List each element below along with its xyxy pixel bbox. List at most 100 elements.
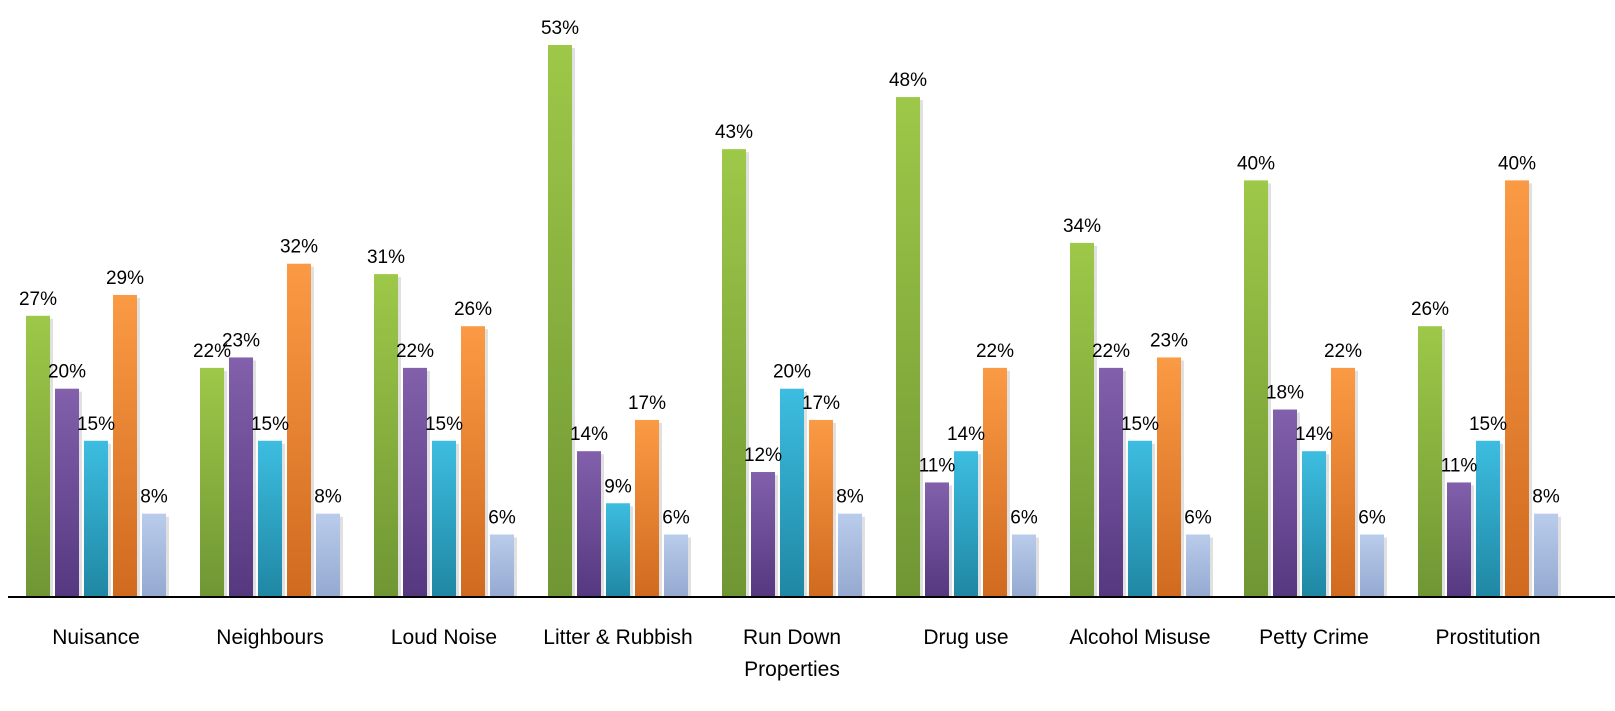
- data-label: 53%: [541, 18, 579, 39]
- data-label: 11%: [919, 455, 956, 476]
- data-label: 8%: [1532, 487, 1560, 508]
- bar-series-3: [432, 440, 456, 597]
- data-label: 15%: [1121, 414, 1159, 435]
- bar-series-1: [200, 367, 224, 597]
- category-label: Run Down: [743, 626, 841, 649]
- bar-series-5: [1360, 534, 1384, 597]
- data-label: 6%: [1184, 508, 1212, 529]
- data-label: 43%: [715, 122, 753, 143]
- bar-series-5: [316, 513, 340, 597]
- bar-series-1: [722, 149, 746, 597]
- data-label: 12%: [744, 445, 782, 466]
- bar-series-3: [258, 440, 282, 597]
- data-label: 15%: [251, 414, 289, 435]
- data-label: 15%: [77, 414, 115, 435]
- bar-series-1: [374, 274, 398, 597]
- bar-series-2: [1447, 482, 1471, 597]
- bar-series-2: [577, 451, 601, 597]
- data-label: 26%: [1411, 299, 1449, 320]
- data-label: 32%: [280, 237, 318, 258]
- category-labels-layer: Nuisance Neighbours Loud Noise Litter & Rub…: [52, 626, 1540, 681]
- bar-series-4: [983, 367, 1007, 597]
- data-label: 6%: [662, 508, 690, 529]
- bar-series-5: [1186, 534, 1210, 597]
- data-label: 20%: [773, 362, 811, 383]
- data-label: 22%: [1324, 341, 1362, 362]
- category-label: Loud Noise: [391, 626, 497, 649]
- data-label: 20%: [48, 362, 86, 383]
- bar-series-5: [490, 534, 514, 597]
- data-label: 14%: [1295, 424, 1333, 445]
- data-label: 9%: [604, 476, 632, 497]
- category-label: Alcohol Misuse: [1069, 626, 1210, 649]
- bar-series-1: [548, 45, 572, 597]
- category-label: Petty Crime: [1259, 626, 1369, 649]
- bar-series-1: [1070, 242, 1094, 598]
- data-label: 23%: [222, 330, 260, 351]
- bar-series-4: [461, 326, 485, 597]
- data-label: 48%: [889, 70, 927, 91]
- bar-series-5: [838, 513, 862, 597]
- data-labels-layer: 27%20%15%29%8%22%23%15%32%8%31%22%15%26%…: [19, 18, 1560, 529]
- data-label: 15%: [425, 414, 463, 435]
- bar-series-4: [287, 263, 311, 597]
- bar-series-5: [1534, 513, 1558, 597]
- bar-series-2: [403, 367, 427, 597]
- bar-series-3: [84, 440, 108, 597]
- bar-series-2: [1099, 367, 1123, 597]
- data-label: 22%: [396, 341, 434, 362]
- data-label: 31%: [367, 247, 405, 268]
- category-label: Litter & Rubbish: [543, 626, 692, 649]
- data-label: 11%: [1441, 455, 1478, 476]
- data-label: 27%: [19, 289, 57, 310]
- bar-series-5: [1012, 534, 1036, 597]
- bar-series-1: [896, 97, 920, 597]
- data-label: 22%: [193, 341, 231, 362]
- bar-series-4: [1505, 180, 1529, 597]
- data-label: 6%: [1010, 508, 1038, 529]
- category-label: Nuisance: [52, 626, 140, 649]
- category-label: Drug use: [923, 626, 1008, 649]
- data-label: 14%: [947, 424, 985, 445]
- category-label: Prostitution: [1435, 626, 1540, 649]
- data-label: 6%: [1358, 508, 1386, 529]
- data-label: 40%: [1237, 153, 1275, 174]
- bar-series-3: [606, 503, 630, 597]
- data-label: 8%: [836, 487, 864, 508]
- category-label: Neighbours: [216, 626, 323, 649]
- bar-series-4: [635, 419, 659, 597]
- bar-series-4: [809, 419, 833, 597]
- category-label: Properties: [744, 658, 840, 681]
- data-label: 34%: [1063, 216, 1101, 237]
- bar-series-4: [1331, 367, 1355, 597]
- bar-series-3: [954, 451, 978, 597]
- data-label: 23%: [1150, 330, 1188, 351]
- bar-series-1: [1244, 180, 1268, 597]
- data-label: 14%: [570, 424, 608, 445]
- bar-series-5: [142, 513, 166, 597]
- bar-series-4: [113, 294, 137, 597]
- data-label: 18%: [1266, 383, 1304, 404]
- bar-series-1: [26, 315, 50, 597]
- bar-series-3: [1128, 440, 1152, 597]
- data-label: 22%: [976, 341, 1014, 362]
- bar-series-2: [925, 482, 949, 597]
- data-label: 22%: [1092, 341, 1130, 362]
- data-label: 17%: [628, 393, 666, 414]
- bar-series-3: [1302, 451, 1326, 597]
- data-label: 29%: [106, 268, 144, 289]
- bars-layer: [26, 45, 1561, 598]
- data-label: 17%: [802, 393, 840, 414]
- bar-series-3: [780, 388, 804, 597]
- bar-series-2: [751, 472, 775, 597]
- data-label: 26%: [454, 299, 492, 320]
- bar-series-3: [1476, 440, 1500, 597]
- bar-series-2: [1273, 409, 1297, 597]
- data-label: 8%: [314, 487, 342, 508]
- bar-series-5: [664, 534, 688, 597]
- bar-series-1: [1418, 326, 1442, 597]
- data-label: 6%: [488, 508, 516, 529]
- data-label: 40%: [1498, 153, 1536, 174]
